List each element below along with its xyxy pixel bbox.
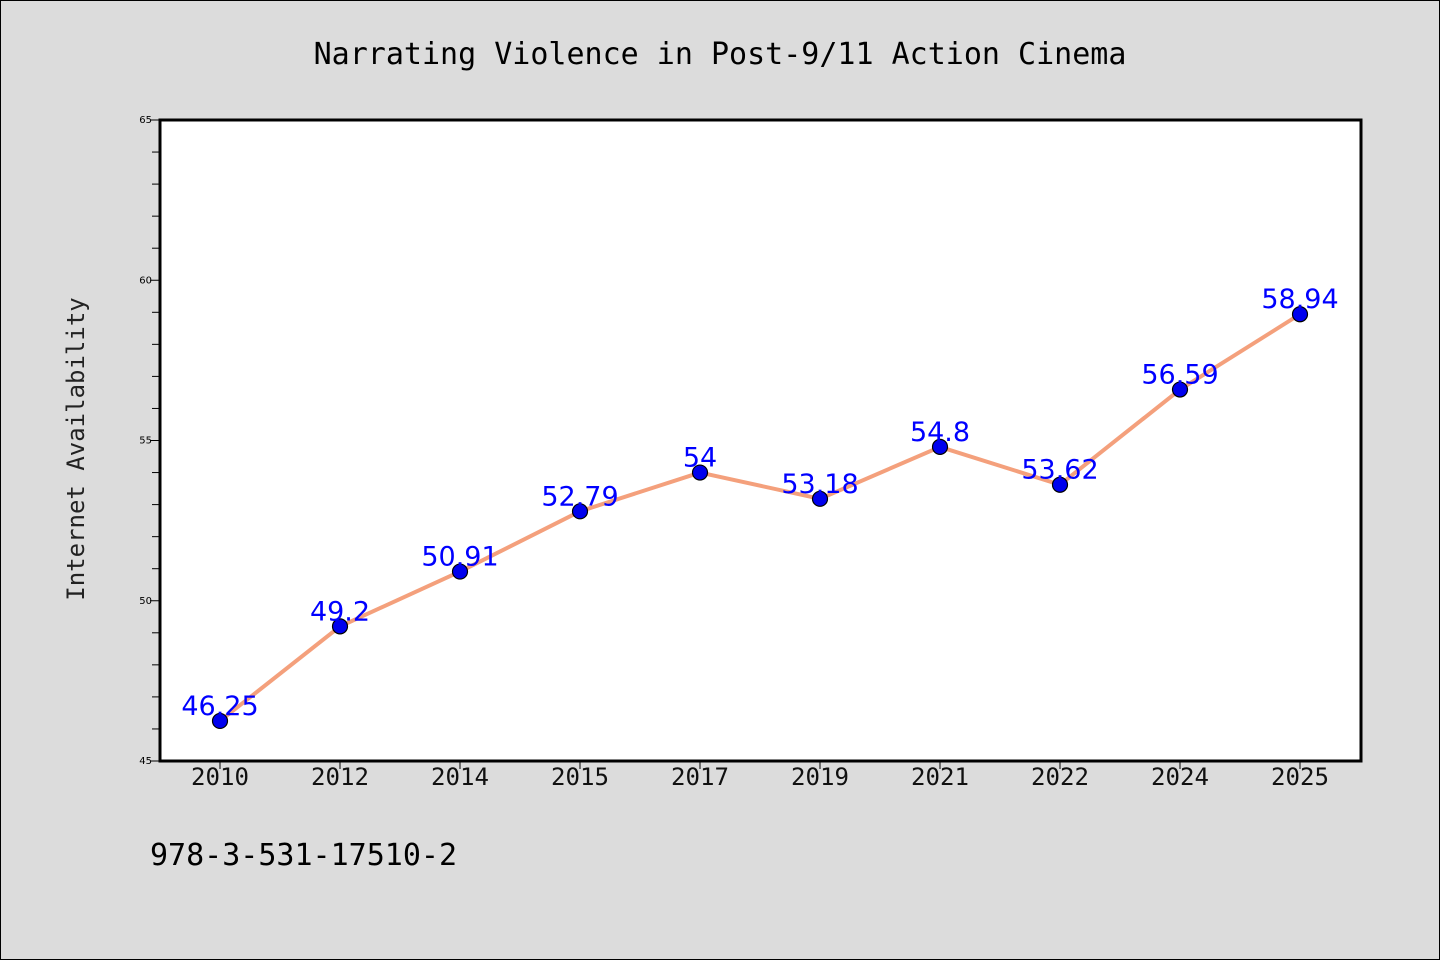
y-axis-label: Internet Availability: [62, 297, 90, 600]
y-axis-ticks: 45 50 55 60 65: [139, 115, 160, 767]
data-label: 46.25: [181, 691, 258, 722]
data-label: 53.62: [1021, 455, 1098, 486]
data-label: 56.59: [1141, 360, 1218, 391]
data-point: [451, 563, 469, 580]
x-tick-label: 2019: [791, 763, 849, 791]
x-tick-label: 2017: [671, 763, 729, 791]
y-tick-label: 55: [139, 436, 152, 447]
chart-title: Narrating Violence in Post-9/11 Action C…: [314, 37, 1127, 72]
y-tick-label: 50: [139, 596, 152, 607]
data-label: 54: [683, 443, 717, 474]
data-label: 49.2: [310, 596, 370, 627]
plot-area: [158, 118, 1363, 763]
data-point: [811, 490, 829, 507]
x-tick-label: 2024: [1151, 763, 1209, 791]
data-point: [1291, 306, 1309, 323]
data-point: [931, 438, 949, 456]
data-point: [331, 618, 349, 635]
data-label: 52.79: [541, 481, 618, 512]
x-tick-label: 2021: [911, 763, 969, 791]
data-point: [691, 464, 709, 481]
data-point: [211, 712, 229, 730]
data-label: 53.18: [781, 469, 858, 500]
data-point: [1051, 476, 1069, 493]
x-tick-label: 2010: [191, 763, 249, 791]
y-tick-label: 65: [139, 115, 152, 126]
data-label: 58.94: [1261, 284, 1338, 315]
data-label: 50.91: [421, 542, 498, 573]
data-point: [571, 503, 589, 520]
x-tick-label: 2022: [1031, 763, 1089, 791]
x-axis-ticks: 2010 2012 2014 2015 2017 2019 2021 2022 2024 2025: [191, 761, 1329, 791]
x-tick-label: 2025: [1271, 763, 1329, 791]
y-tick-label: 60: [139, 275, 152, 286]
data-label: 54.8: [910, 417, 970, 448]
x-tick-label: 2012: [311, 763, 369, 791]
data-point: [1171, 381, 1189, 398]
series-group: 46.25 49.2 50.91 52.79 54 53.18 54.8 53.62 56.59…: [181, 284, 1339, 730]
y-tick-label: 45: [139, 756, 152, 767]
series-line: [218, 312, 1302, 723]
isbn-annotation: 978-3-531-17510-2: [150, 838, 457, 873]
x-tick-label: 2015: [551, 763, 609, 791]
x-tick-label: 2014: [431, 763, 489, 791]
